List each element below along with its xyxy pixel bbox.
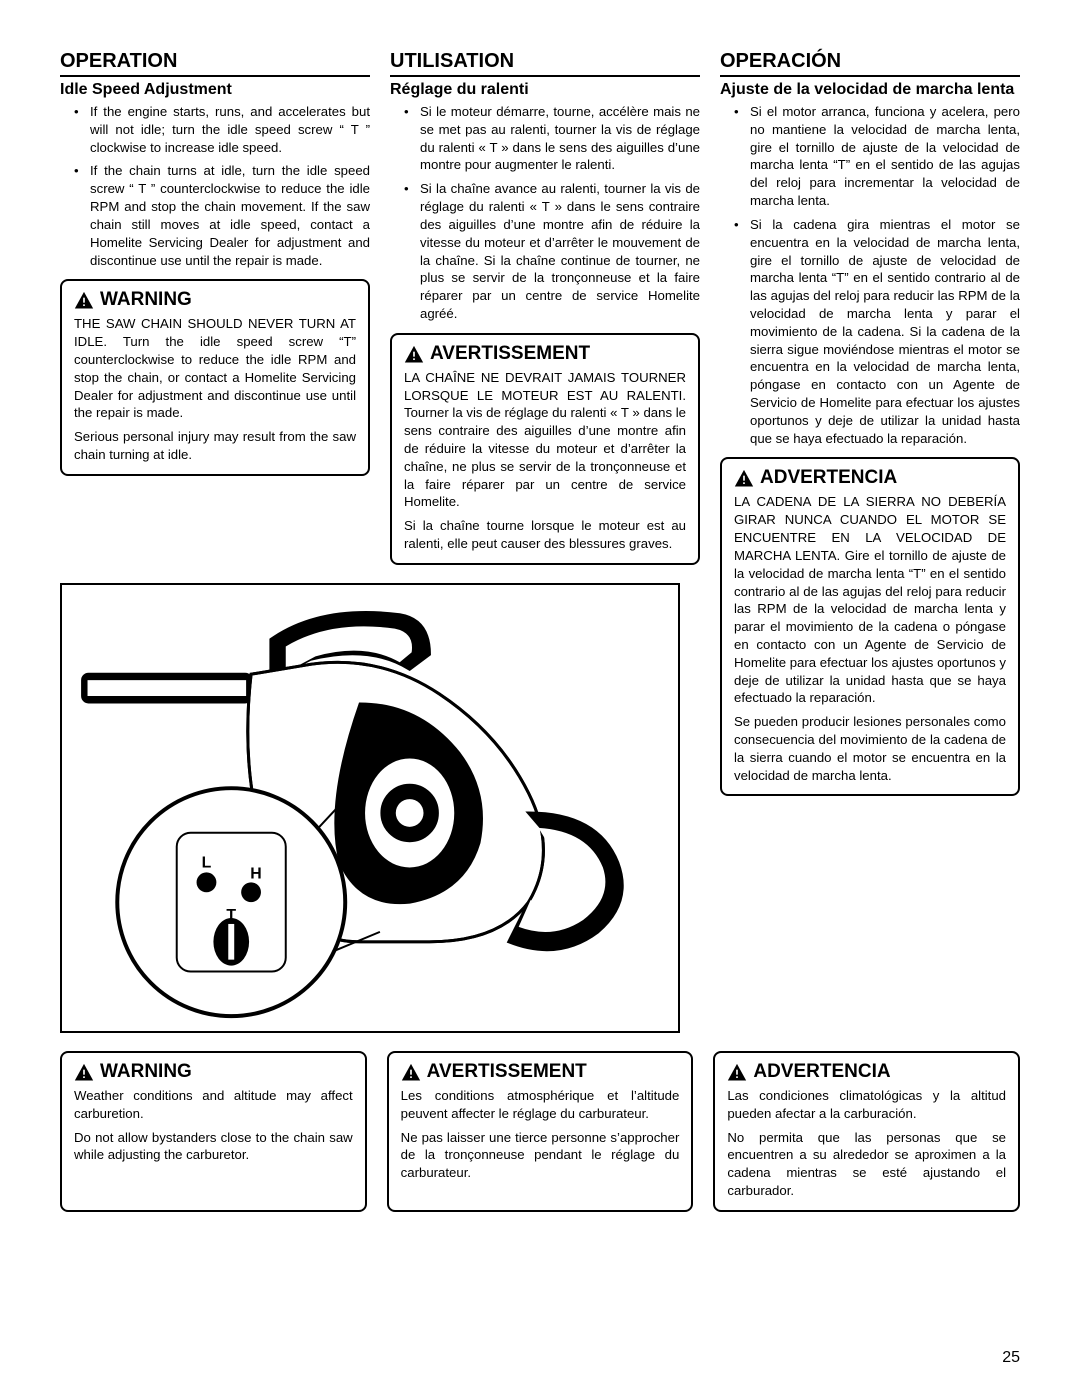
warning-box-en: WARNING THE SAW CHAIN SHOULD NEVER TURN … [60,279,370,476]
bottom-title-es: ADVERTENCIA [727,1061,1006,1083]
bottom-title-text-es: ADVERTENCIA [753,1061,890,1083]
label-l: L [202,854,212,871]
bottom-p1-en: Weather conditions and altitude may affe… [74,1087,353,1123]
warning-p2-en: Serious personal injury may result from … [74,428,356,464]
bullet-fr-0: Si le moteur démarre, tourne, accélère m… [404,103,700,174]
chainsaw-figure: L H T [60,583,680,1033]
bullet-en-0: If the engine starts, runs, and accelera… [74,103,370,156]
bottom-warning-es: ADVERTENCIA Las condiciones climatológic… [713,1051,1020,1212]
warning-title-text-es: ADVERTENCIA [760,467,897,489]
bottom-p1-es: Las condiciones climatológicas y la alti… [727,1087,1006,1123]
warning-icon [74,1063,94,1081]
bottom-warnings: WARNING Weather conditions and altitude … [60,1051,1020,1212]
bottom-p2-es: No permita que las personas que se encue… [727,1129,1006,1200]
chainsaw-illustration: L H T [62,585,678,1031]
warning-p1-fr: LA CHAÎNE NE DEVRAIT JAMAIS TOURNER LORS… [404,369,686,512]
warning-title-es: ADVERTENCIA [734,467,1006,489]
heading-en: OPERATION [60,50,370,77]
bottom-title-text-fr: AVERTISSEMENT [427,1061,587,1083]
warning-p2-fr: Si la chaîne tourne lorsque le moteur es… [404,517,686,553]
warning-icon [734,469,754,487]
warning-icon [727,1063,747,1081]
subheading-en: Idle Speed Adjustment [60,81,370,99]
bottom-title-fr: AVERTISSEMENT [401,1061,680,1083]
subheading-fr: Réglage du ralenti [390,81,700,99]
bottom-p2-en: Do not allow bystanders close to the cha… [74,1129,353,1165]
warning-body-en: THE SAW CHAIN SHOULD NEVER TURN AT IDLE.… [74,315,356,464]
warning-body-fr: LA CHAÎNE NE DEVRAIT JAMAIS TOURNER LORS… [404,369,686,553]
warning-p1-en: THE SAW CHAIN SHOULD NEVER TURN AT IDLE.… [74,315,356,422]
bottom-title-en: WARNING [74,1061,353,1083]
bullets-es: Si el motor arranca, funciona y acelera,… [720,103,1020,447]
bottom-warning-fr: AVERTISSEMENT Les conditions atmosphériq… [387,1051,694,1212]
bottom-body-es: Las condiciones climatológicas y la alti… [727,1087,1006,1200]
warning-title-fr: AVERTISSEMENT [404,343,686,365]
warning-p1-es: LA CADENA DE LA SIERRA NO DEBERÍA GIRAR … [734,493,1006,707]
heading-es: OPERACIÓN [720,50,1020,77]
bottom-warning-en: WARNING Weather conditions and altitude … [60,1051,367,1212]
top-columns: OPERATION Idle Speed Adjustment If the e… [60,50,700,565]
bottom-p1-fr: Les conditions atmosphérique et l’altitu… [401,1087,680,1123]
warning-icon [404,345,424,363]
column-es: OPERACIÓN Ajuste de la velocidad de marc… [720,50,1020,1033]
label-h: H [250,865,261,882]
column-fr: UTILISATION Réglage du ralenti Si le mot… [390,50,700,565]
page: OPERATION Idle Speed Adjustment If the e… [0,0,1080,1397]
bullet-en-1: If the chain turns at idle, turn the idl… [74,162,370,269]
warning-title-text-en: WARNING [100,289,192,311]
page-number: 25 [1002,1349,1020,1367]
subheading-es: Ajuste de la velocidad de marcha lenta [720,81,1020,99]
warning-icon [401,1063,421,1081]
bullet-es-0: Si el motor arranca, funciona y acelera,… [734,103,1020,210]
label-t: T [226,907,236,924]
bullet-es-1: Si la cadena gira mientras el motor se e… [734,216,1020,448]
warning-title-text-fr: AVERTISSEMENT [430,343,590,365]
heading-fr: UTILISATION [390,50,700,77]
bullet-fr-1: Si la chaîne avance au ralenti, tourner … [404,180,700,323]
column-en: OPERATION Idle Speed Adjustment If the e… [60,50,370,565]
left-center-stack: OPERATION Idle Speed Adjustment If the e… [60,50,700,1033]
bullets-en: If the engine starts, runs, and accelera… [60,103,370,269]
warning-box-es: ADVERTENCIA LA CADENA DE LA SIERRA NO DE… [720,457,1020,796]
warning-title-en: WARNING [74,289,356,311]
bullets-fr: Si le moteur démarre, tourne, accélère m… [390,103,700,323]
warning-p2-es: Se pueden producir lesiones personales c… [734,713,1006,784]
bottom-p2-fr: Ne pas laisser une tierce personne s’app… [401,1129,680,1182]
warning-body-es: LA CADENA DE LA SIERRA NO DEBERÍA GIRAR … [734,493,1006,784]
warning-box-fr: AVERTISSEMENT LA CHAÎNE NE DEVRAIT JAMAI… [390,333,700,565]
warning-icon [74,291,94,309]
bottom-body-en: Weather conditions and altitude may affe… [74,1087,353,1164]
bottom-title-text-en: WARNING [100,1061,192,1083]
bottom-body-fr: Les conditions atmosphérique et l’altitu… [401,1087,680,1182]
upper-content: OPERATION Idle Speed Adjustment If the e… [60,50,1020,1033]
